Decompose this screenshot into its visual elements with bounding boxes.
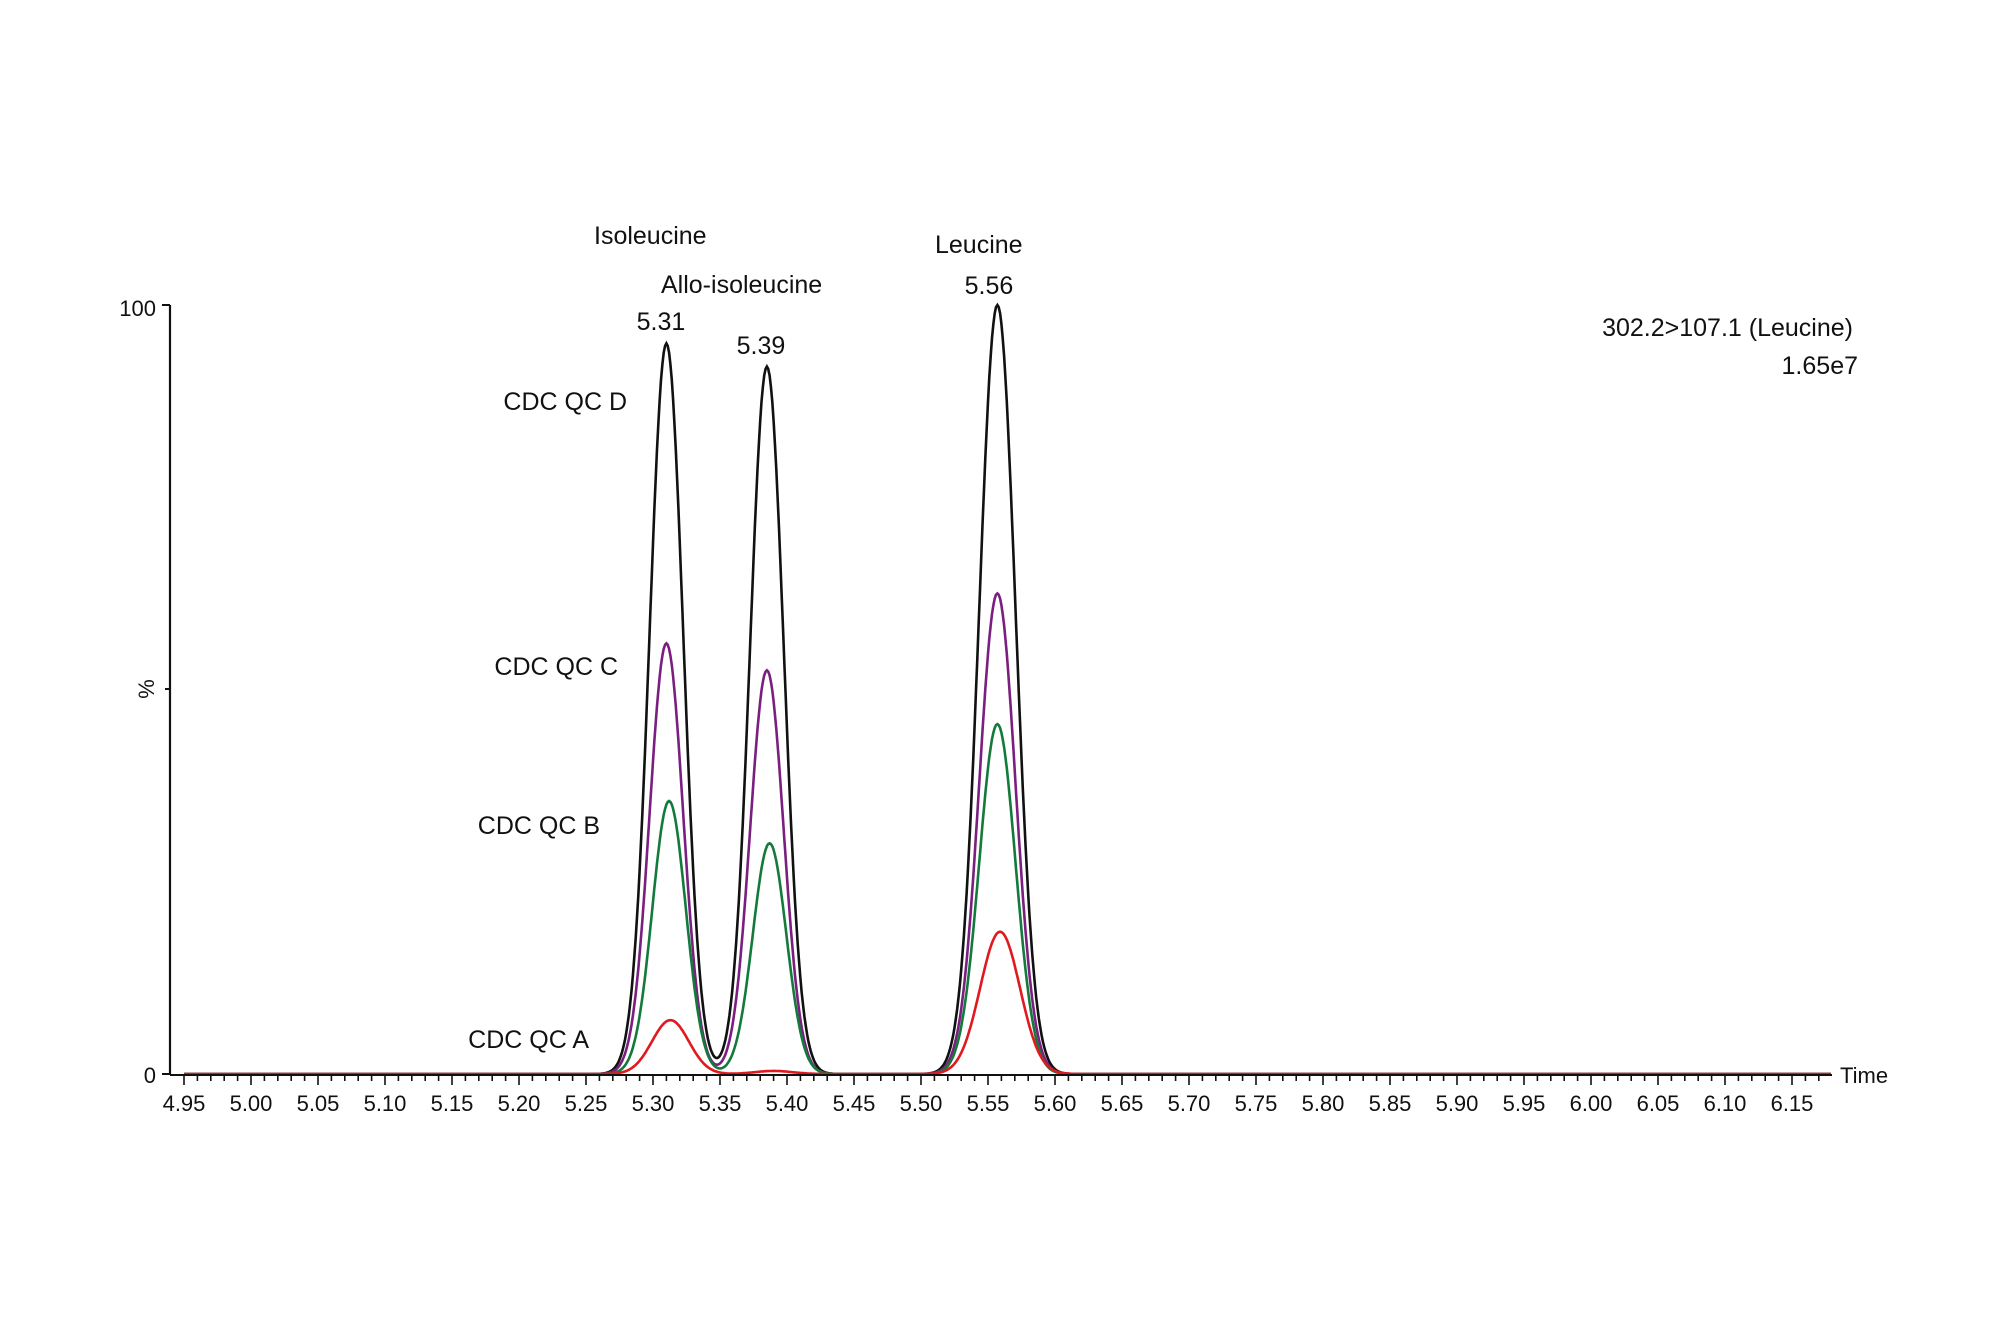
trace-cdc-qc-a [184, 930, 1831, 1076]
x-tick-label: 5.00 [230, 1091, 273, 1116]
x-tick-label: 5.85 [1369, 1091, 1412, 1116]
x-tick-label: 6.10 [1704, 1091, 1747, 1116]
x-tick-label: 5.55 [967, 1091, 1010, 1116]
x-tick-label: 5.40 [766, 1091, 809, 1116]
rt-allo-isoleucine: 5.39 [737, 332, 786, 360]
x-tick-label: 5.20 [498, 1091, 541, 1116]
trace-info: 302.2>107.1 (Leucine) 1.65e7 [1602, 314, 1858, 380]
x-tick-label: 5.10 [364, 1091, 407, 1116]
x-tick-label: 5.45 [833, 1091, 876, 1116]
x-tick-label: 5.50 [900, 1091, 943, 1116]
x-tick-label: 5.90 [1436, 1091, 1479, 1116]
leucine-label: Leucine [935, 231, 1023, 259]
rt-leucine: 5.56 [965, 272, 1014, 300]
intensity-label: 1.65e7 [1782, 352, 1858, 380]
x-tick-label: 5.15 [431, 1091, 474, 1116]
x-tick-label: 4.95 [163, 1091, 206, 1116]
x-tick-label: 6.15 [1771, 1091, 1814, 1116]
x-axis-label: Time [1840, 1063, 1888, 1088]
trace-group [184, 302, 1831, 1076]
y-tick-100: 100 [119, 296, 156, 321]
x-tick-label: 5.05 [297, 1091, 340, 1116]
x-tick-label: 5.95 [1503, 1091, 1546, 1116]
x-tick-label: 5.65 [1101, 1091, 1144, 1116]
series-label-qc-a: CDC QC A [468, 1026, 589, 1054]
isoleucine-label: Isoleucine [594, 222, 707, 250]
y-tick-0: 0 [144, 1063, 156, 1088]
allo-isoleucine-label: Allo-isoleucine [661, 271, 822, 299]
series-label-qc-c: CDC QC C [494, 653, 618, 681]
x-tick-label: 5.70 [1168, 1091, 1211, 1116]
transition-label: 302.2>107.1 (Leucine) [1602, 314, 1853, 342]
x-tick-label: 5.30 [632, 1091, 675, 1116]
x-tick-label: 6.00 [1570, 1091, 1613, 1116]
y-axis: 100 0 % [119, 296, 172, 1088]
x-tick-label: 5.60 [1034, 1091, 1077, 1116]
series-labels: CDC QC D CDC QC C CDC QC B CDC QC A [468, 388, 627, 1054]
x-tick-label: 6.05 [1637, 1091, 1680, 1116]
x-tick-label: 5.35 [699, 1091, 742, 1116]
x-axis: Time 4.95 5.00 5.05 5.10 5.15 5.20 5.25 5.30 5.3… [163, 1063, 1888, 1116]
trace-cdc-qc-c [184, 591, 1831, 1076]
x-tick-label: 5.75 [1235, 1091, 1278, 1116]
series-label-qc-d: CDC QC D [503, 388, 627, 416]
trace-cdc-qc-b [184, 722, 1831, 1076]
x-tick-label: 5.25 [565, 1091, 608, 1116]
trace-cdc-qc-d [184, 302, 1831, 1076]
series-label-qc-b: CDC QC B [478, 812, 600, 840]
x-tick-label: 5.80 [1302, 1091, 1345, 1116]
y-axis-label: % [134, 679, 159, 699]
peak-annotations: Isoleucine Allo-isoleucine Leucine 5.31 … [594, 222, 1023, 360]
rt-isoleucine: 5.31 [637, 308, 686, 336]
